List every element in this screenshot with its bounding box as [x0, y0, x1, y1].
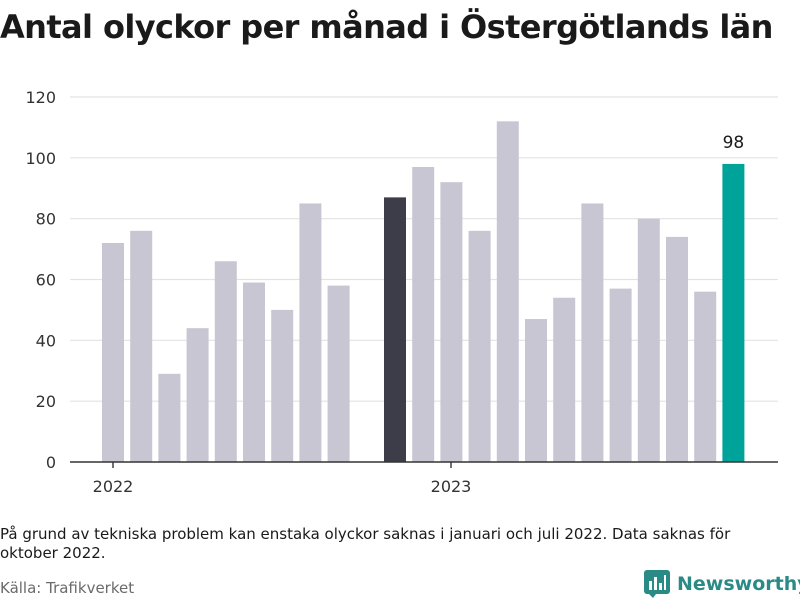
bar	[581, 203, 604, 463]
bars	[102, 121, 745, 463]
bar	[102, 243, 124, 462]
x-tick-label: 2022	[93, 477, 134, 496]
y-tick-label: 20	[36, 392, 56, 411]
y-axis-ticks: 0 20 40 60 80 100 120	[25, 88, 56, 472]
bar	[609, 288, 632, 462]
y-tick-label: 80	[36, 210, 56, 229]
bar	[694, 291, 717, 462]
bar	[214, 261, 237, 462]
y-tick-label: 120	[25, 88, 56, 107]
bar	[525, 319, 547, 462]
bar	[468, 230, 491, 462]
bar	[130, 230, 153, 462]
bar	[496, 121, 519, 462]
bar	[243, 282, 265, 462]
bar	[553, 297, 576, 462]
bar-chart: 0 20 40 60 80 100 120 98 2022 2023	[25, 88, 778, 496]
bar	[412, 166, 435, 463]
brand-logo[interactable]: Newsworthy	[644, 570, 800, 598]
bar	[186, 328, 209, 462]
y-tick-label: 0	[46, 453, 56, 472]
chart-title: Antal olyckor per månad i Östergötlands …	[0, 8, 773, 46]
x-tick-label: 2023	[431, 477, 472, 496]
y-tick-label: 100	[25, 149, 56, 168]
brand-name: Newsworthy	[677, 573, 800, 595]
source-text: Källa: Trafikverket	[0, 579, 135, 597]
bar-chart-logo-icon	[644, 570, 670, 598]
x-axis-ticks: 2022 2023	[93, 462, 472, 496]
footnote: På grund av tekniska problem kan enstaka…	[0, 525, 731, 562]
data-label: 98	[723, 133, 745, 153]
bar	[271, 309, 294, 462]
data-labels: 98	[723, 133, 745, 153]
bar	[158, 373, 181, 462]
bar	[440, 182, 463, 462]
bar	[299, 203, 322, 463]
bar	[666, 236, 688, 462]
bar	[384, 197, 406, 462]
y-tick-label: 60	[36, 271, 56, 290]
bar	[327, 285, 350, 462]
bar	[722, 163, 745, 462]
bar	[637, 218, 660, 462]
y-tick-label: 40	[36, 331, 56, 350]
